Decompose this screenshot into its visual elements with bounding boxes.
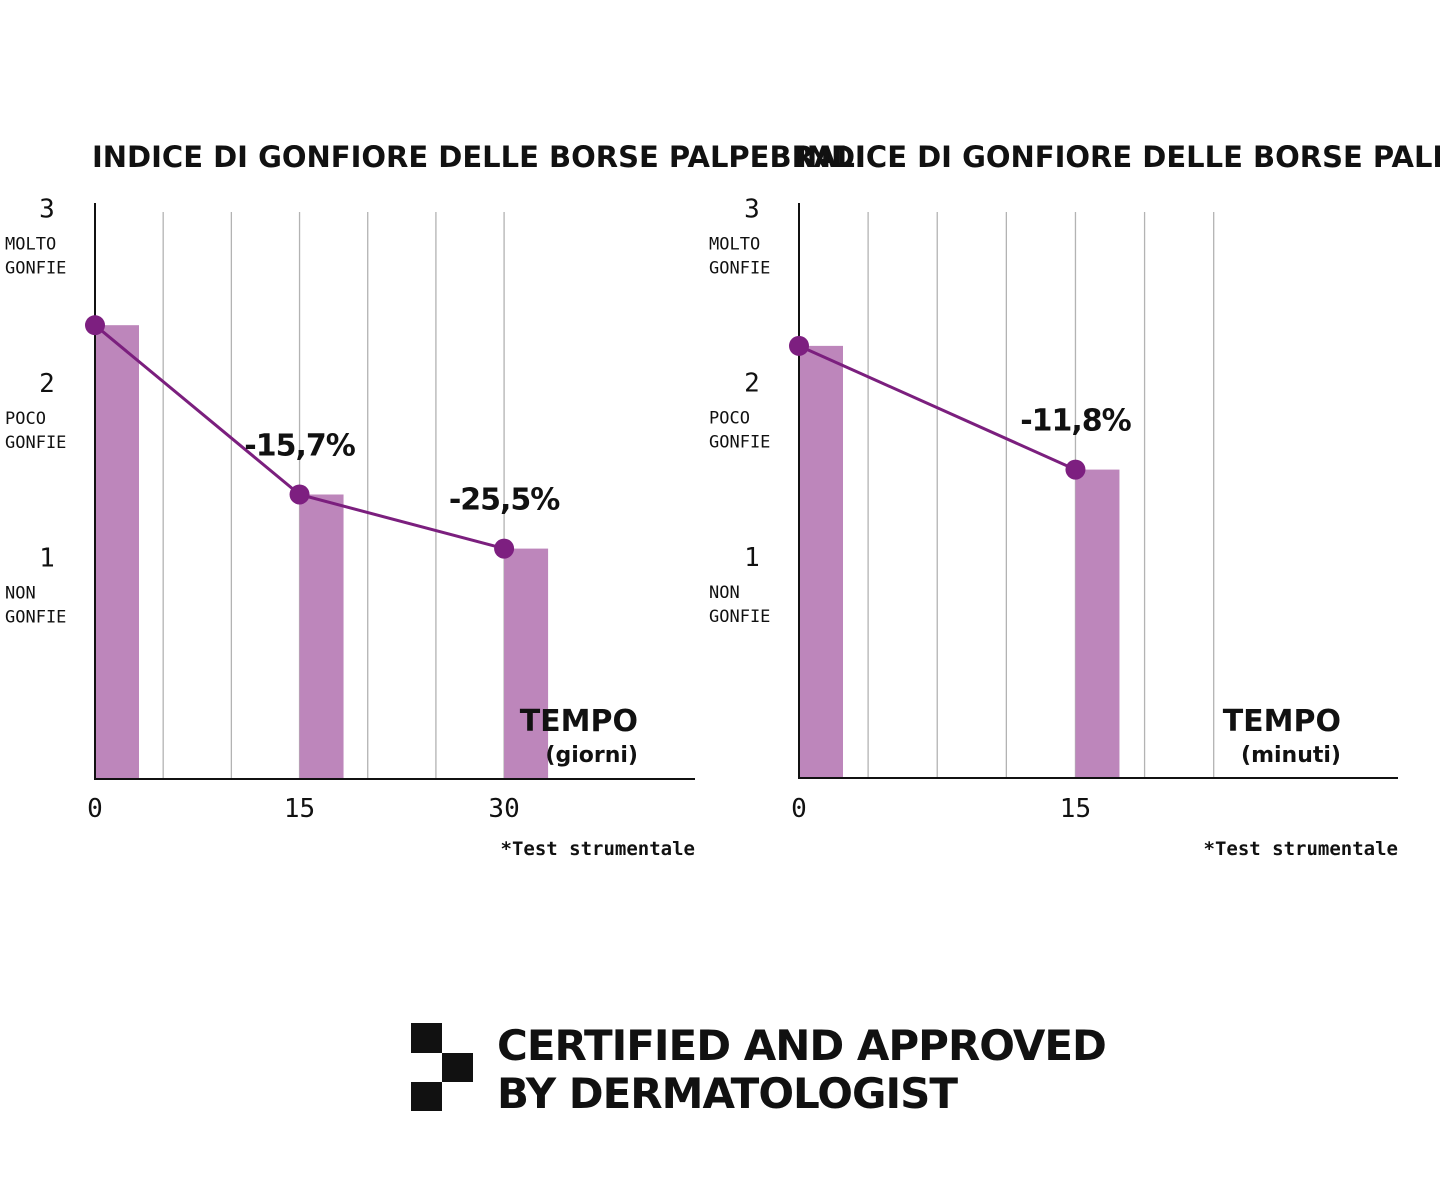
y-tick-label: 2 [39,369,55,399]
bar [799,345,843,778]
y-tick-label: 1 [744,543,760,573]
y-tick-description: GONFIE [5,433,66,453]
data-label: -11,8% [1020,404,1131,439]
y-tick-label: 3 [744,194,760,224]
data-label: -25,5% [449,483,560,518]
y-tick-label: 2 [744,369,760,399]
data-point [494,538,515,559]
y-tick-description: GONFIE [709,258,770,278]
charts-group: INDICE DI GONFIORE DELLE BORSE PALPEBRAL… [5,140,1440,860]
y-tick-description: MOLTO [709,234,760,254]
bar [504,548,549,779]
x-axis-unit: (giorni) [545,743,638,768]
data-point [1065,459,1086,480]
chart-panel-2: INDICE DI GONFIORE DELLE BORSE PALPEBRAL… [709,140,1440,860]
y-tick-description: GONFIE [5,258,66,278]
certification-badge: CERTIFIED AND APPROVED BY DERMATOLOGIST [411,1021,1107,1118]
y-tick-description: NON [5,583,36,603]
x-tick-label: 0 [791,794,807,824]
y-tick-description: POCO [5,409,46,429]
chart-panel-1: INDICE DI GONFIORE DELLE BORSE PALPEBRAL… [5,140,866,860]
certification-line-2: BY DERMATOLOGIST [497,1069,958,1118]
y-tick-label: 3 [39,194,55,224]
x-tick-label: 15 [1060,794,1091,824]
y-tick-description: GONFIE [709,433,770,453]
x-axis-title: TEMPO [1223,704,1341,739]
y-tick-description: MOLTO [5,234,56,254]
series-line [798,344,1077,471]
x-tick-label: 15 [284,794,315,824]
bar [299,494,344,779]
x-axis-title: TEMPO [520,704,638,739]
bar [95,325,139,779]
chart-title: INDICE DI GONFIORE DELLE BORSE PALPEBRAL… [796,140,1440,174]
y-tick-description: NON [709,583,740,603]
y-tick-description: POCO [709,409,750,429]
data-point [85,315,105,336]
certification-line-1: CERTIFIED AND APPROVED [497,1021,1106,1070]
test-footnote: *Test strumentale [501,838,695,860]
checker-logo-icon [411,1023,473,1111]
x-axis-unit: (minuti) [1241,743,1341,768]
bar [1075,469,1120,778]
y-tick-description: GONFIE [709,607,770,627]
y-tick-description: GONFIE [5,607,66,627]
data-point [789,335,809,356]
y-tick-label: 1 [39,543,55,573]
x-tick-label: 30 [488,794,519,824]
test-footnote: *Test strumentale [1204,838,1398,860]
x-tick-label: 0 [87,794,103,824]
data-point [289,484,310,505]
chart-title: INDICE DI GONFIORE DELLE BORSE PALPEBRAL… [92,140,866,174]
data-label: -15,7% [244,428,355,463]
